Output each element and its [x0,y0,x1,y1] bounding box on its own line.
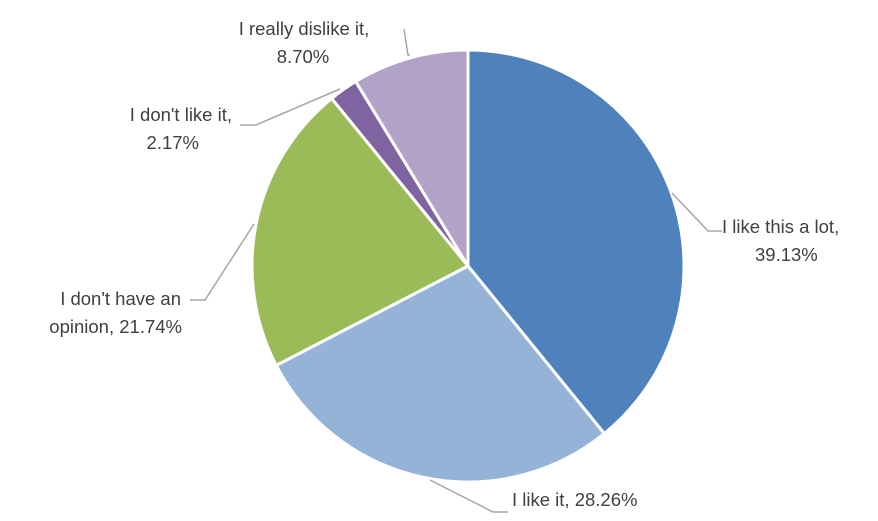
data-label-line: I like it, 28.26% [512,489,637,510]
leader-line [403,28,410,56]
slice-no-opinion [250,96,471,368]
data-label-line: 39.13% [755,244,818,265]
data-label-line: I really dislike it, [239,18,370,39]
data-label-line: 2.17% [147,132,199,153]
leader-line [671,192,722,232]
data-label-line: 8.70% [277,46,329,67]
data-label-line: I don't have an [60,288,181,309]
slice-really-dislike [353,48,470,272]
leader-line [240,88,341,126]
data-label-no-opinion: I don't have an opinion, 21.74% [49,288,182,337]
data-label-like-a-lot: I like this a lot, 39.13% [722,216,839,265]
data-label-really-dislike: I really dislike it, 8.70% [239,18,370,67]
data-label-line: opinion, 21.74% [49,316,182,337]
slice-like-it [274,264,607,484]
data-label-like-it: I like it, 28.26% [512,489,637,510]
leader-line [429,479,508,513]
slice-like-a-lot [466,48,686,436]
data-label-dont-like: I don't like it, 2.17% [130,104,232,153]
data-label-line: I don't like it, [130,104,232,125]
leader-lines [190,28,722,513]
data-labels: I like this a lot, 39.13% I like it, 28.26… [49,18,839,510]
data-label-line: I like this a lot, [722,216,839,237]
leader-line [190,223,255,301]
pie-slices [250,48,686,484]
